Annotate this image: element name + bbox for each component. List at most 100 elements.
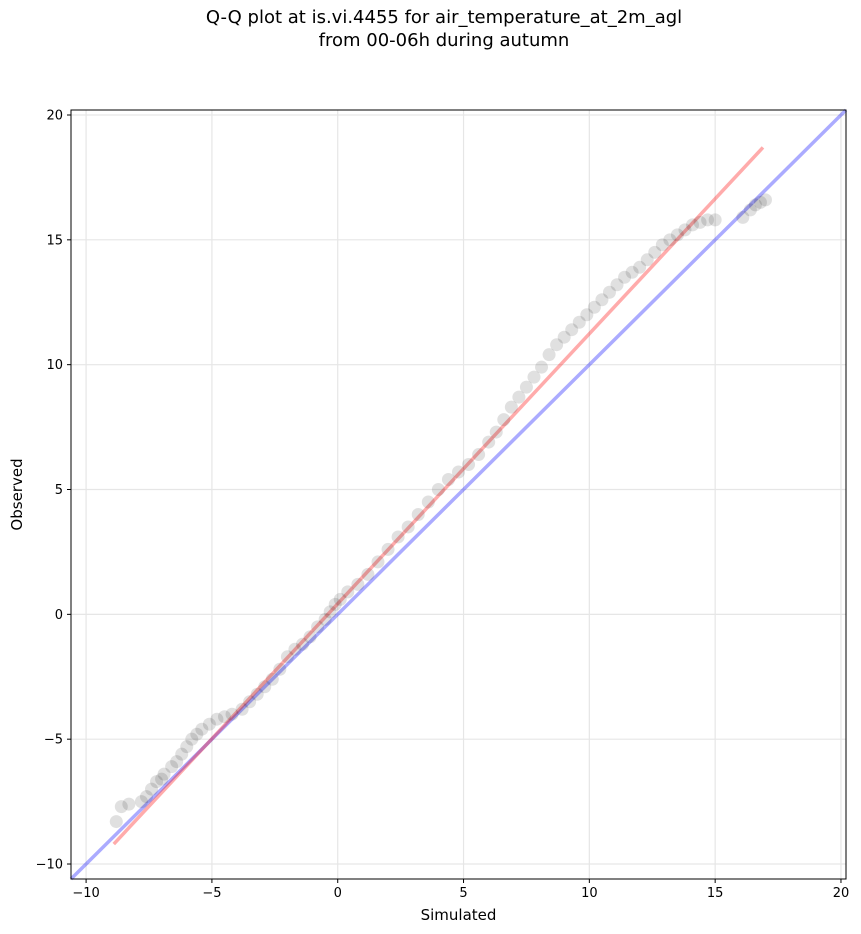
data-point xyxy=(157,767,171,781)
data-point xyxy=(565,323,579,337)
data-point xyxy=(497,413,511,427)
data-point xyxy=(489,425,503,439)
data-point xyxy=(504,400,518,414)
data-point xyxy=(655,238,669,252)
data-point xyxy=(421,495,435,509)
data-point xyxy=(243,695,257,709)
data-point xyxy=(452,465,465,479)
y-tick-label: 20 xyxy=(46,108,63,123)
x-tick-label: 20 xyxy=(833,886,850,901)
data-points xyxy=(109,193,772,829)
data-point xyxy=(258,680,272,694)
data-point xyxy=(217,710,231,724)
y-tick-label: 15 xyxy=(46,233,63,248)
data-point xyxy=(670,228,684,242)
data-point xyxy=(170,755,184,769)
data-point xyxy=(195,722,209,736)
data-point xyxy=(633,260,647,274)
data-point xyxy=(391,530,405,544)
data-point xyxy=(371,555,385,569)
x-tick-label: 0 xyxy=(334,886,342,901)
chart-title: Q-Q plot at is.vi.4455 for air_temperatu… xyxy=(205,7,683,28)
data-point xyxy=(550,338,564,352)
reference-lines xyxy=(69,108,848,881)
data-point xyxy=(318,612,332,626)
x-tick-label: 10 xyxy=(581,886,598,901)
data-point xyxy=(150,775,164,789)
data-point xyxy=(580,308,594,322)
data-point xyxy=(527,370,541,384)
grid xyxy=(71,110,846,879)
data-point xyxy=(134,795,148,809)
chart-title-block: Q-Q plot at is.vi.4455 for air_temperatu… xyxy=(0,6,861,52)
data-point xyxy=(210,712,224,726)
data-point xyxy=(462,458,476,472)
data-point xyxy=(431,483,445,497)
data-point xyxy=(114,800,128,814)
data-point xyxy=(401,520,415,534)
data-point xyxy=(303,630,317,644)
y-tick-label: −10 xyxy=(36,858,63,873)
data-point xyxy=(175,747,189,761)
data-point xyxy=(753,195,767,209)
data-point xyxy=(265,672,279,686)
y-axis-label: Observed xyxy=(8,458,26,530)
data-point xyxy=(280,650,294,664)
y-tick-label: −5 xyxy=(44,733,63,748)
data-point xyxy=(288,642,302,656)
data-point xyxy=(648,245,662,259)
data-point xyxy=(250,687,264,701)
data-point xyxy=(145,782,159,796)
data-point xyxy=(535,360,549,374)
data-point xyxy=(190,727,204,741)
data-point xyxy=(693,215,707,229)
data-point xyxy=(139,790,153,804)
data-point xyxy=(587,300,601,314)
data-point xyxy=(686,218,700,232)
data-point xyxy=(610,278,624,292)
data-point xyxy=(202,717,216,731)
data-point xyxy=(542,348,556,362)
data-point xyxy=(743,203,757,217)
x-tick-label: −10 xyxy=(72,886,99,901)
data-point xyxy=(328,597,342,611)
y-tick-label: 5 xyxy=(55,483,63,498)
data-point xyxy=(109,815,123,829)
data-point xyxy=(225,707,239,721)
data-point xyxy=(701,213,715,227)
data-point xyxy=(602,285,616,299)
fit-line xyxy=(112,146,765,846)
data-point xyxy=(122,797,136,811)
data-point xyxy=(411,507,425,521)
data-point xyxy=(333,592,347,606)
plot-area-frame xyxy=(70,109,847,880)
y-tick-label: 0 xyxy=(55,608,63,623)
data-point xyxy=(557,330,571,344)
data-point xyxy=(625,265,639,279)
data-point xyxy=(441,473,455,487)
data-point xyxy=(595,293,609,307)
data-point xyxy=(180,740,194,754)
data-point xyxy=(155,772,169,786)
data-point xyxy=(351,577,365,591)
data-point xyxy=(708,213,722,227)
data-point xyxy=(235,702,249,716)
data-point xyxy=(678,223,692,237)
data-point xyxy=(273,662,287,676)
data-point xyxy=(381,542,395,556)
x-axis-label: Simulated xyxy=(421,906,497,924)
x-tick-label: 5 xyxy=(459,886,467,901)
data-point xyxy=(572,315,586,329)
x-tick-label: −5 xyxy=(202,886,221,901)
data-point xyxy=(482,435,496,449)
data-point xyxy=(472,448,486,462)
y-tick-label: 10 xyxy=(46,358,63,373)
data-point xyxy=(748,198,762,212)
data-point xyxy=(758,193,772,207)
data-point xyxy=(311,620,325,634)
data-point xyxy=(736,210,750,224)
one-to-one-line xyxy=(69,108,848,881)
data-point xyxy=(618,270,632,284)
data-point xyxy=(185,732,199,746)
